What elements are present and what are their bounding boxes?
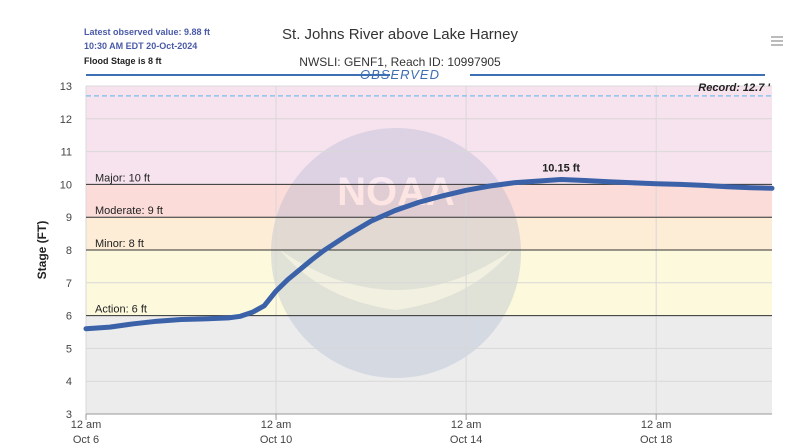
y-tick-label-10: 13 bbox=[60, 81, 72, 93]
hamburger-menu-icon[interactable] bbox=[771, 34, 783, 48]
y-tick-label-1: 4 bbox=[66, 376, 72, 388]
y-tick-label-8: 11 bbox=[61, 147, 72, 159]
y-tick-label-3: 6 bbox=[66, 311, 72, 323]
latest-value-text: Latest observed value: 9.88 ft bbox=[84, 27, 211, 37]
x-tick-time-3: 12 am bbox=[641, 419, 672, 431]
threshold-label-1: Moderate: 9 ft bbox=[95, 205, 163, 217]
stage-series-line-0 bbox=[83, 177, 775, 332]
zone-band-4 bbox=[86, 86, 772, 185]
x-tick-time-1: 12 am bbox=[261, 419, 292, 431]
y-tick-label-5: 8 bbox=[66, 245, 72, 257]
x-tick-time-0: 12 am bbox=[71, 419, 102, 431]
flood-stage-note: Flood Stage is 8 ft bbox=[84, 56, 162, 66]
latest-time-text: 10:30 AM EDT 20-Oct-2024 bbox=[84, 41, 198, 51]
y-tick-label-7: 10 bbox=[60, 179, 72, 191]
peak-label: 10.15 ft bbox=[542, 162, 580, 174]
record-label: Record: 12.7 ' bbox=[698, 82, 770, 94]
noaa-watermark: NOAA bbox=[271, 128, 521, 378]
x-tick-date-3: Oct 18 bbox=[640, 434, 672, 446]
threshold-label-3: Action: 6 ft bbox=[95, 304, 147, 316]
x-tick-date-0: Oct 6 bbox=[73, 434, 99, 446]
y-tick-label-0: 3 bbox=[66, 409, 72, 421]
y-tick-label-9: 12 bbox=[60, 114, 72, 126]
y-tick-label-6: 9 bbox=[66, 212, 72, 224]
threshold-label-2: Minor: 8 ft bbox=[95, 238, 144, 250]
y-tick-label-2: 5 bbox=[66, 343, 72, 355]
y-axis-label: Stage (FT) bbox=[35, 221, 49, 280]
chart-subtitle: NWSLI: GENF1, Reach ID: 10997905 bbox=[299, 55, 501, 69]
chart-title: St. Johns River above Lake Harney bbox=[282, 26, 518, 43]
observed-band-label: OBSERVED bbox=[359, 67, 440, 82]
svg-text:NOAA: NOAA bbox=[337, 170, 455, 214]
threshold-label-0: Major: 10 ft bbox=[95, 172, 150, 184]
y-tick-label-4: 7 bbox=[66, 278, 72, 290]
x-tick-time-2: 12 am bbox=[451, 419, 482, 431]
x-tick-date-1: Oct 10 bbox=[260, 434, 292, 446]
zone-band-0 bbox=[86, 315, 772, 414]
x-tick-date-2: Oct 14 bbox=[450, 434, 482, 446]
zone-band-2 bbox=[86, 217, 772, 250]
